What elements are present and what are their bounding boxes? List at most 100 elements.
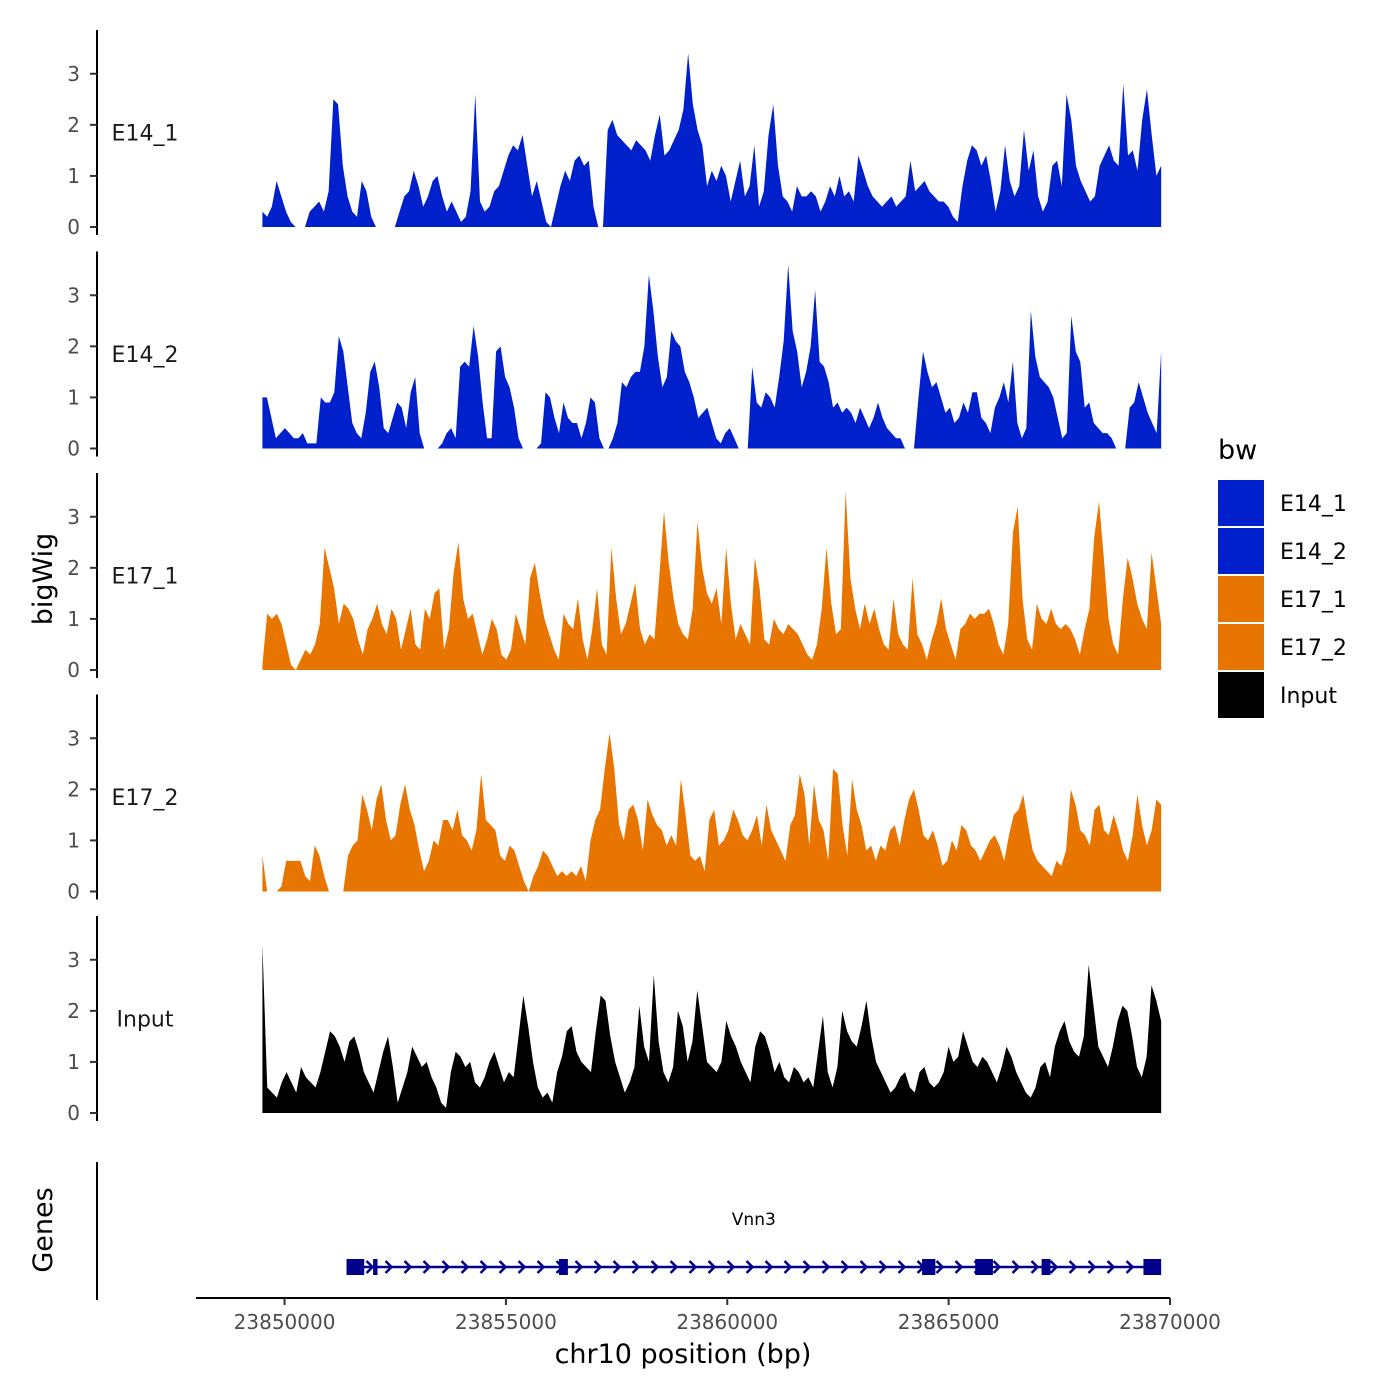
y-tick-label: 1 bbox=[67, 1050, 80, 1074]
track-input: 0 1 2 3 Input bbox=[67, 916, 1162, 1125]
legend-swatch bbox=[1218, 528, 1264, 574]
x-tick-label: 23850000 bbox=[234, 1310, 336, 1334]
x-tick-label: 23870000 bbox=[1119, 1310, 1221, 1334]
strand-arrow bbox=[878, 1260, 888, 1274]
legend-label: E17_2 bbox=[1280, 636, 1347, 661]
strand-arrow bbox=[631, 1260, 641, 1274]
y-tick-label: 0 bbox=[67, 437, 80, 461]
y-tick-label: 0 bbox=[67, 215, 80, 239]
gene-exon bbox=[975, 1259, 993, 1275]
y-axis-title: bigWig bbox=[28, 533, 59, 626]
y-tick-label: 3 bbox=[67, 283, 80, 307]
legend-label: E17_1 bbox=[1280, 588, 1347, 613]
signal-area-e14-2 bbox=[262, 264, 1162, 449]
track-label-input: Input bbox=[117, 1008, 174, 1033]
x-axis-ticks: 23850000 23855000 23860000 23865000 23870000 bbox=[234, 1298, 1221, 1334]
y-tick-label: 3 bbox=[67, 948, 80, 972]
gene-exon bbox=[922, 1259, 936, 1275]
x-axis: 23850000 23855000 23860000 23865000 23870000… bbox=[196, 1297, 1221, 1370]
y-tick-label: 1 bbox=[67, 828, 80, 852]
track-e17-1: 0 1 2 3 E17_1 bbox=[67, 473, 1162, 682]
x-axis-title: chr10 position (bp) bbox=[555, 1339, 812, 1370]
track-label-e14-2: E14_2 bbox=[112, 343, 179, 368]
strand-arrow bbox=[1011, 1260, 1021, 1274]
signal-area-e17-1 bbox=[262, 491, 1162, 670]
strand-arrow bbox=[764, 1260, 774, 1274]
track-label-e17-2: E17_2 bbox=[112, 786, 179, 811]
strand-arrow bbox=[1106, 1260, 1116, 1274]
legend-label: E14_1 bbox=[1280, 492, 1347, 517]
strand-arrow bbox=[992, 1260, 1002, 1274]
strand-arrow bbox=[403, 1260, 413, 1274]
strand-arrow bbox=[669, 1260, 679, 1274]
y-tick-label: 2 bbox=[67, 777, 80, 801]
strand-arrow bbox=[384, 1260, 394, 1274]
strand-arrow bbox=[859, 1260, 869, 1274]
strand-arrow bbox=[1125, 1260, 1135, 1274]
strand-arrow bbox=[593, 1260, 603, 1274]
strand-arrow bbox=[479, 1260, 489, 1274]
legend-swatch bbox=[1218, 576, 1264, 622]
strand-arrow bbox=[783, 1260, 793, 1274]
track-label-e14-1: E14_1 bbox=[112, 122, 179, 147]
y-tick-label: 3 bbox=[67, 505, 80, 529]
legend-label: E14_2 bbox=[1280, 540, 1347, 565]
legend-swatch bbox=[1218, 480, 1264, 526]
legend-swatch bbox=[1218, 624, 1264, 670]
strand-arrow bbox=[821, 1260, 831, 1274]
y-tick-label: 2 bbox=[67, 113, 80, 137]
strand-arrow bbox=[707, 1260, 717, 1274]
legend-title: bw bbox=[1218, 435, 1257, 466]
strand-arrow bbox=[460, 1260, 470, 1274]
y-tick-label: 0 bbox=[67, 658, 80, 682]
strand-arrow bbox=[1030, 1260, 1040, 1274]
gene-model bbox=[346, 1259, 1162, 1275]
legend-entries: E14_1 E14_2 E17_1 E17_2 Input bbox=[1218, 480, 1347, 718]
gene-track: Genes Vnn3 bbox=[28, 1162, 1162, 1300]
legend-swatch bbox=[1218, 672, 1264, 718]
gene-track-title: Genes bbox=[28, 1187, 59, 1272]
y-tick-label: 3 bbox=[67, 62, 80, 86]
strand-arrow bbox=[1049, 1260, 1059, 1274]
signal-area-e17-2 bbox=[262, 733, 1162, 892]
y-tick-label: 1 bbox=[67, 385, 80, 409]
y-tick-label: 3 bbox=[67, 726, 80, 750]
y-tick-label: 2 bbox=[67, 334, 80, 358]
x-tick-label: 23865000 bbox=[898, 1310, 1000, 1334]
legend-item-input: Input bbox=[1218, 672, 1337, 718]
y-tick-label: 1 bbox=[67, 607, 80, 631]
strand-arrow bbox=[365, 1260, 375, 1274]
y-tick-label: 2 bbox=[67, 999, 80, 1023]
y-axis-title-group: bigWig bbox=[28, 533, 59, 626]
legend-item-e17-2: E17_2 bbox=[1218, 624, 1347, 670]
track-label-e17-1: E17_1 bbox=[112, 565, 179, 590]
gene-name-label: Vnn3 bbox=[732, 1210, 776, 1230]
strand-arrow bbox=[498, 1260, 508, 1274]
strand-arrow bbox=[422, 1260, 432, 1274]
signal-area-input bbox=[262, 944, 1162, 1113]
y-tick-label: 0 bbox=[67, 1101, 80, 1125]
y-tick-label: 0 bbox=[67, 880, 80, 904]
strand-arrow bbox=[441, 1260, 451, 1274]
x-tick-label: 23860000 bbox=[676, 1310, 778, 1334]
legend-item-e14-2: E14_2 bbox=[1218, 528, 1347, 574]
track-e14-2: 0 1 2 3 E14_2 bbox=[67, 251, 1162, 461]
signal-area-e14-1 bbox=[262, 53, 1162, 227]
legend: bw E14_1 E14_2 E17_1 E17_2 Input bbox=[1218, 435, 1347, 718]
strand-arrow bbox=[935, 1260, 945, 1274]
gene-exon bbox=[346, 1259, 365, 1275]
gene-exon bbox=[1143, 1259, 1162, 1275]
strand-arrow bbox=[802, 1260, 812, 1274]
signal-tracks: 0 1 2 3 E14_1 0 1 2 3 E14_2 0 1 2 3 E17_1 0 1 2 3 E17_2 0 1 2 3… bbox=[67, 30, 1162, 1125]
track-e17-2: 0 1 2 3 E17_2 bbox=[67, 694, 1162, 904]
strand-arrow bbox=[897, 1260, 907, 1274]
x-tick-label: 23855000 bbox=[455, 1310, 557, 1334]
y-tick-label: 2 bbox=[67, 556, 80, 580]
strand-arrow bbox=[954, 1260, 964, 1274]
legend-item-e17-1: E17_1 bbox=[1218, 576, 1347, 622]
legend-item-e14-1: E14_1 bbox=[1218, 480, 1347, 526]
strand-arrow bbox=[612, 1260, 622, 1274]
legend-label: Input bbox=[1280, 684, 1337, 709]
gene-exon bbox=[1041, 1259, 1051, 1275]
